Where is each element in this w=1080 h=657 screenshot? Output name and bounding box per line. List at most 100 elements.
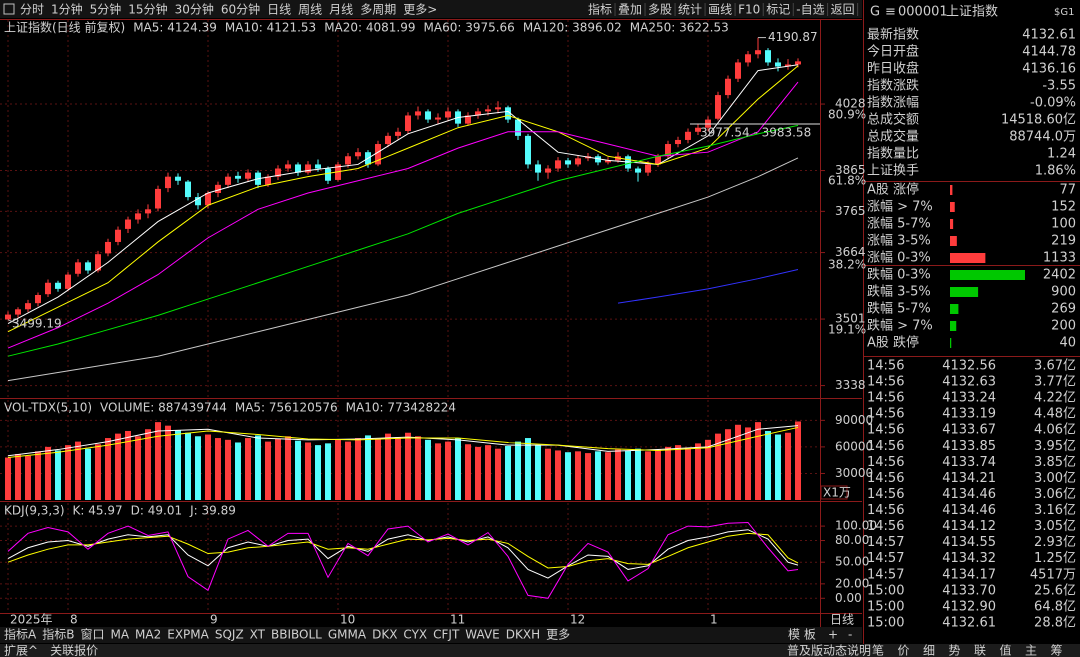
volume-bar [705,439,711,500]
indicator-line [7,124,799,357]
y-tick-label: 90000 [835,413,873,427]
status-tab[interactable]: 笔 [872,643,884,657]
breadth-value: 152 [1051,200,1076,215]
candle-body [595,156,601,163]
indicator-tab[interactable]: CYX [403,628,427,642]
breadth-label: A股 涨停 [867,182,919,198]
status-tab[interactable]: 主 [1025,644,1037,657]
volume-bar [255,435,261,500]
period-button[interactable]: 日线 [267,3,291,17]
period-button[interactable]: 1分钟 [51,2,83,17]
low-label: 3499.19 [12,316,62,330]
volume-bar [145,429,151,500]
volume-bar [535,445,541,500]
toolbar-button[interactable]: 指标 [588,2,612,17]
period-button[interactable]: 周线 [298,3,322,17]
volume-bar [155,422,161,500]
volume-bar [755,422,761,500]
period-button[interactable]: 多周期 [360,3,396,17]
status-tab[interactable]: 筹 [1051,644,1063,657]
status-tab[interactable]: 联 [974,644,986,657]
toolbar-button[interactable]: 多股 [648,3,672,17]
indicator-line [7,65,799,333]
indicator-tab[interactable]: XT [250,628,266,642]
indicator-line [7,425,799,457]
quote-label: 指数涨幅 [867,96,919,111]
indicator-tab[interactable]: 窗口 [80,628,104,642]
indicator-tab[interactable]: GMMA [328,628,367,642]
candle-body [775,62,781,67]
indicator-tab[interactable]: SQJZ [215,628,244,642]
volume-bar [625,450,631,500]
volume-bar [435,443,441,500]
period-button[interactable]: 分时 [20,3,44,17]
indicator-tab[interactable]: DKX [372,628,397,642]
indicator-tab[interactable]: DKXH [506,628,540,642]
tick-price: 4134.21 [942,471,996,486]
zoom-out[interactable]: - [848,628,852,642]
period-button[interactable]: 30分钟 [175,2,214,17]
candle-body [245,172,251,179]
toolbar-button[interactable]: 返回 [831,3,855,17]
candle-body [425,111,431,120]
period-button[interactable]: 月线 [329,3,353,17]
indicator-tab[interactable]: BBIBOLL [271,628,322,642]
status-tab[interactable]: 值 [1000,643,1012,657]
status-button[interactable]: 扩展^ [4,644,38,657]
candle-body [445,111,451,118]
volume-bar [775,434,781,500]
legend-entry: MA10: 773428224 [346,401,456,415]
status-tab[interactable]: 细 [923,644,935,657]
tick-time: 15:00 [867,615,904,630]
volume-bar [765,430,771,500]
indicator-tab[interactable]: 指标B [42,627,74,642]
candle-body [725,78,731,96]
toolbar-button[interactable]: F10 [738,3,760,17]
tick-price: 4132.63 [942,375,996,390]
tick-volume: 2.93亿 [1034,535,1076,550]
candle-body [165,176,171,189]
toolbar-button[interactable]: -自选 [796,3,824,17]
menu-icon[interactable]: ≡ [885,5,896,20]
toolbar-button[interactable]: 统计 [678,3,702,17]
period-button[interactable]: 60分钟 [221,2,260,17]
breadth-value: 40 [1059,336,1076,351]
zoom-in[interactable]: + [828,628,838,642]
toolbar-button[interactable]: 标记 [766,3,790,17]
grid-icon[interactable] [3,3,15,15]
indicator-tab[interactable]: CFJT [433,628,460,642]
indicator-tab[interactable]: 更多 [546,628,570,642]
breadth-bar [950,253,986,263]
status-tab[interactable]: 势 [949,644,961,657]
status-tab[interactable]: 价 [898,644,910,657]
legend-entry: MA5: 756120576 [235,401,338,415]
candle-body [565,160,571,165]
y-tick-label: 3865 [835,163,866,177]
candle-body [405,115,411,131]
volume-bar [115,433,121,500]
indicator-tab[interactable]: 指标A [4,627,37,642]
volume-bar [695,443,701,500]
indicator-tab[interactable]: EXPMA [167,628,209,642]
tick-price: 4134.12 [942,519,996,534]
toolbar-button[interactable]: 画线 [708,3,732,17]
breadth-bar [950,202,955,212]
indicator-tab[interactable]: MA [110,628,129,642]
breadth-label: 涨幅 5-7% [867,217,931,232]
volume-bar [615,449,621,500]
candle-body [765,50,771,63]
period-button[interactable]: 15分钟 [128,2,167,17]
indicator-line [7,529,799,579]
legend-entry: J: 39.89 [189,504,236,518]
x-tick-label: 9 [210,613,218,627]
indicator-tab[interactable]: WAVE [465,628,499,642]
period-button[interactable]: 更多> [403,3,437,17]
template-button[interactable]: 模 板 [788,628,816,642]
indicator-tab[interactable]: MA2 [135,628,161,642]
toolbar-button[interactable]: 叠加 [618,3,642,17]
y-tick-label: 80.00 [835,533,869,547]
candle-body [685,131,691,140]
status-button[interactable]: 关联报价 [50,643,98,657]
y-tick-label: 100.00 [835,519,877,533]
period-button[interactable]: 5分钟 [90,2,122,17]
